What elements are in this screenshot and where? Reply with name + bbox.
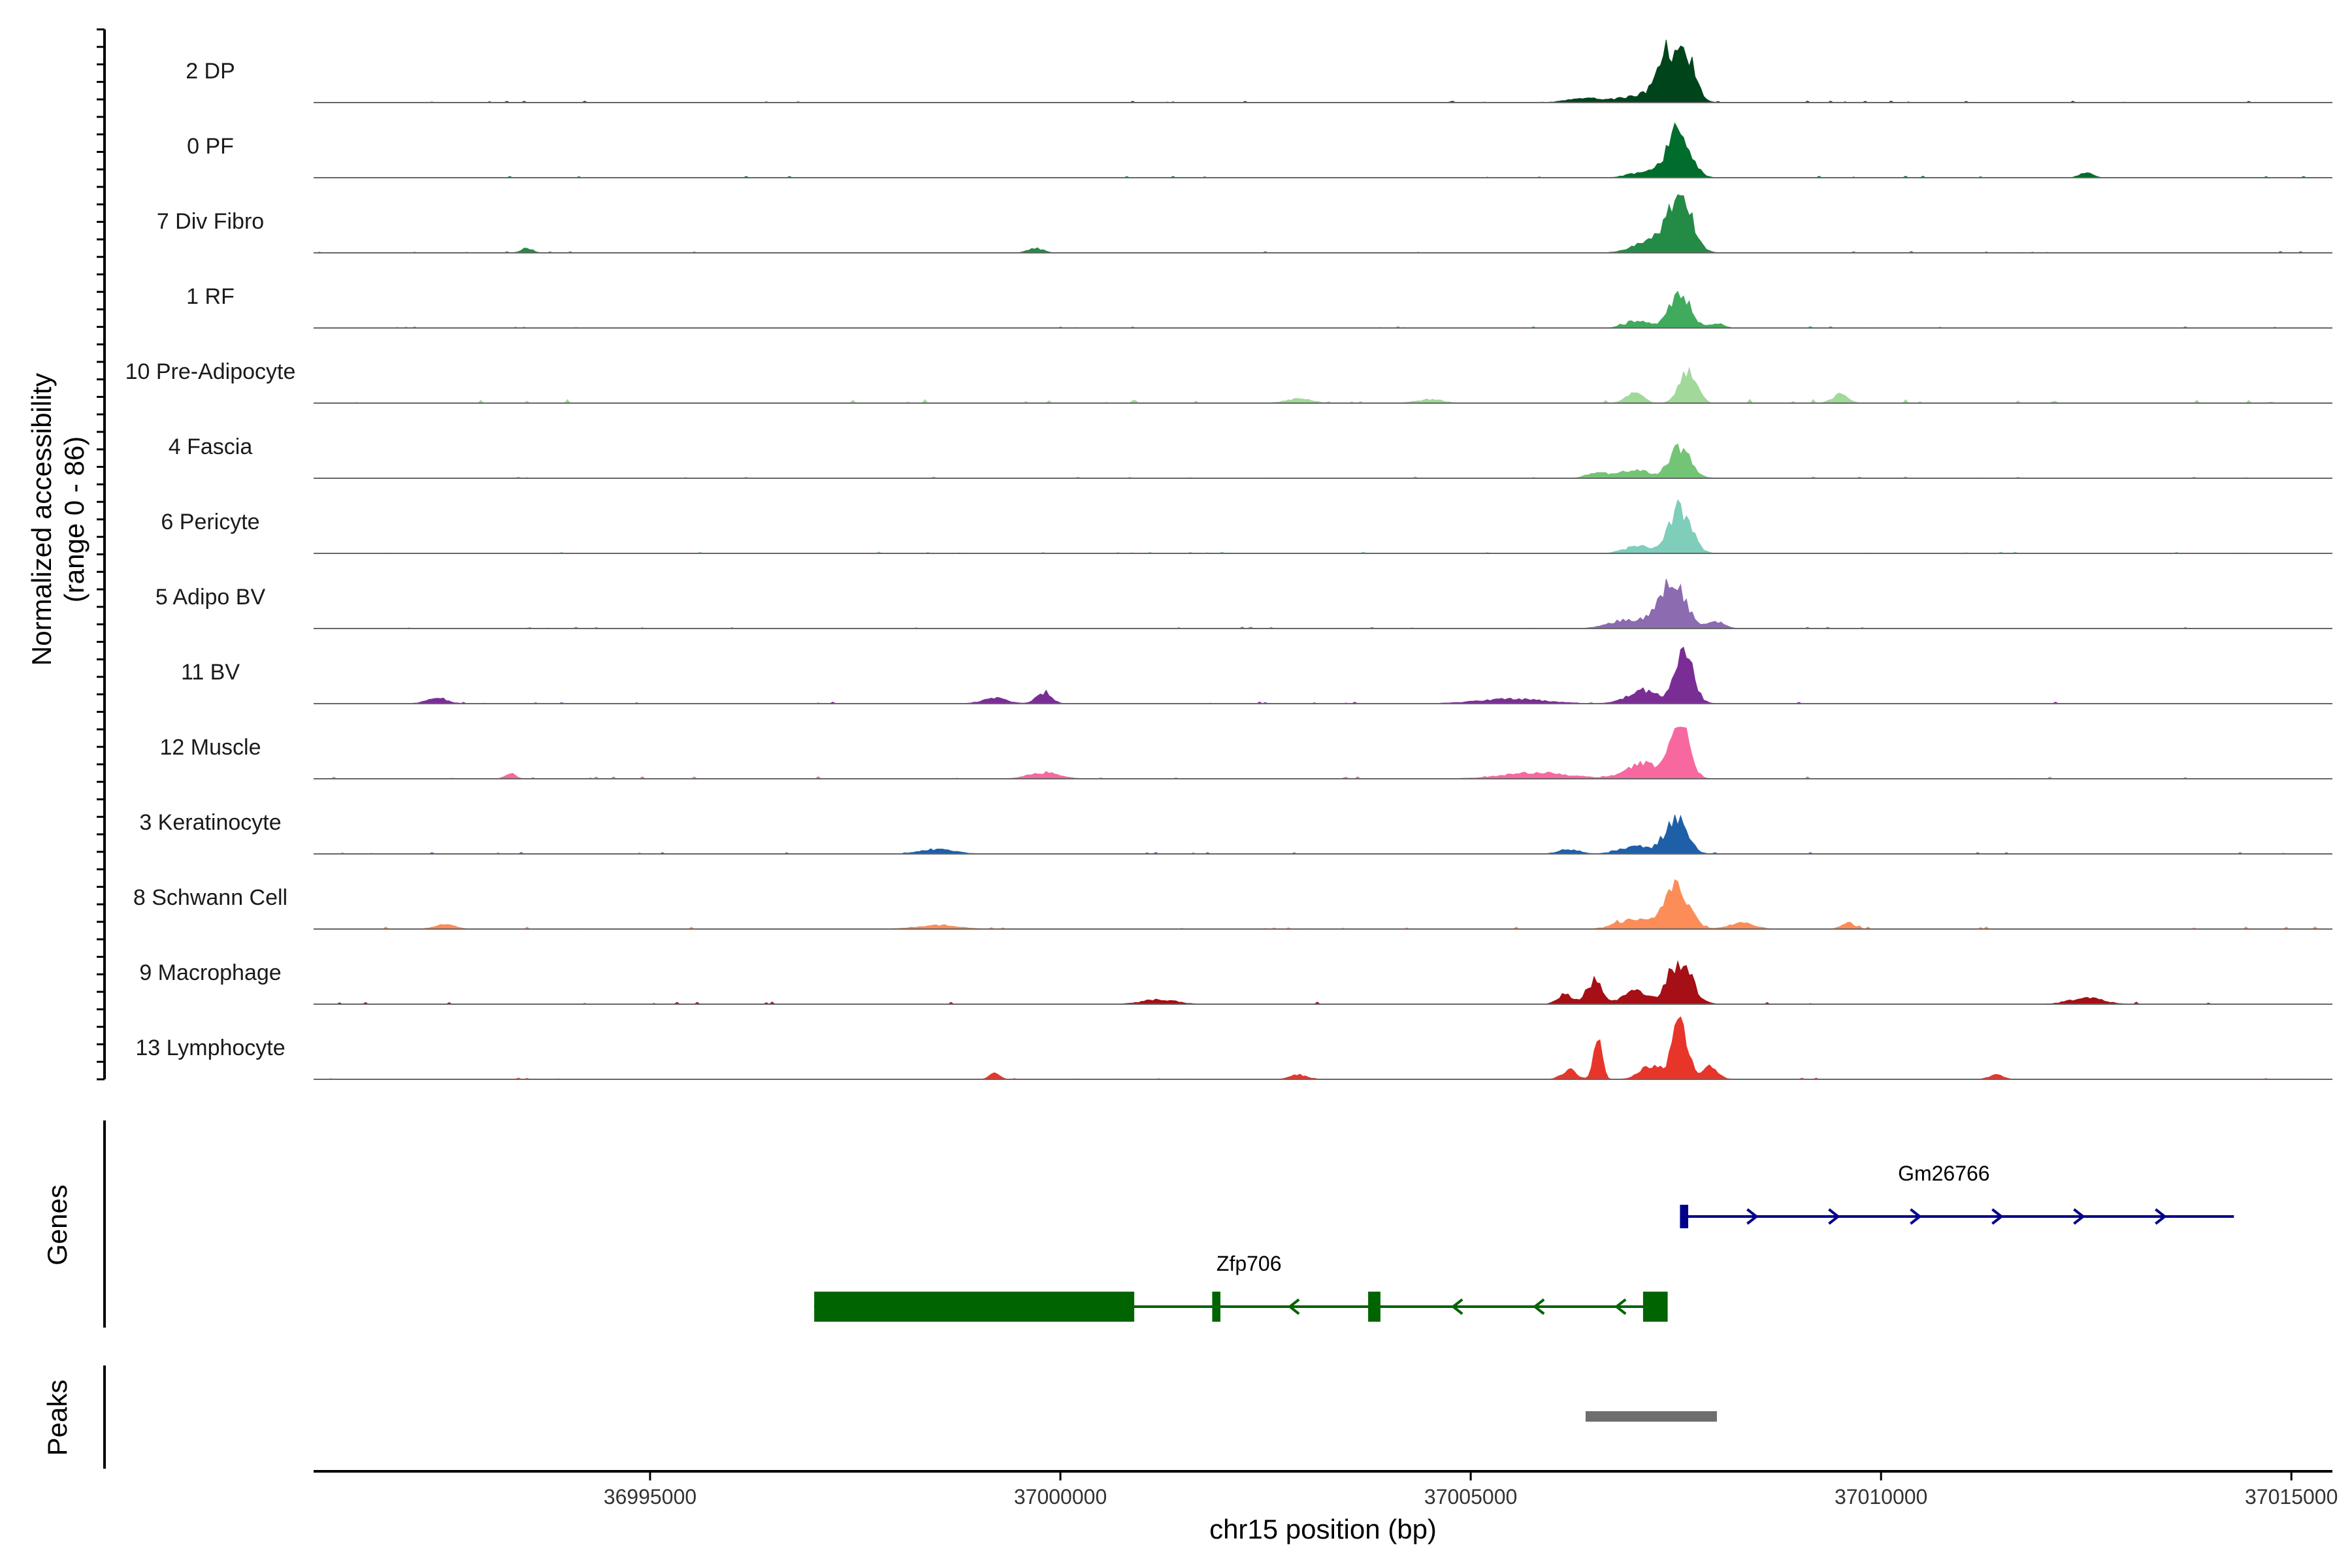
genes-panel-label: Genes <box>42 1184 73 1266</box>
gene-strand-chevron <box>1532 1298 1545 1315</box>
track-label: 6 Pericyte <box>161 510 259 534</box>
track-label: 7 Div Fibro <box>157 209 264 234</box>
track-label: 13 Lymphocyte <box>135 1036 285 1060</box>
gene-strand-chevron <box>2155 1208 2167 1225</box>
track-label: 5 Adipo BV <box>155 585 266 610</box>
gene-strand-chevron <box>1287 1298 1300 1315</box>
track-label: 3 Keratinocyte <box>139 810 281 835</box>
track-label: 1 RF <box>186 284 235 309</box>
gene-label: Gm26766 <box>1898 1162 1990 1185</box>
gene-exon <box>1368 1292 1380 1322</box>
gene-annotations: Gm26766 Zfp706 <box>814 1162 2234 1322</box>
gene-strand-chevron <box>1828 1208 1840 1225</box>
track-label: 4 Fascia <box>169 434 253 459</box>
x-axis-title: chr15 position (bp) <box>1209 1514 1437 1544</box>
gene-strand-chevron <box>1746 1208 1759 1225</box>
x-tick-label: 36995000 <box>604 1485 696 1509</box>
x-tick-label: 37005000 <box>1424 1485 1517 1509</box>
gene-strand-chevron <box>1991 1208 2004 1225</box>
track-label: 9 Macrophage <box>139 960 281 985</box>
gene-label: Zfp706 <box>1217 1252 1282 1275</box>
gene-strand-chevron <box>1450 1298 1463 1315</box>
gene-exon <box>1680 1205 1688 1228</box>
x-tick-label: 37010000 <box>1835 1485 1927 1509</box>
track-label: 2 DP <box>186 59 235 84</box>
x-tick-label: 37015000 <box>2245 1485 2338 1509</box>
gene-exon <box>1642 1292 1668 1322</box>
gene-exon <box>1212 1292 1220 1322</box>
gene-strand-chevron <box>1910 1208 1922 1225</box>
peak-regions <box>1585 1411 1717 1422</box>
track-label: 8 Schwann Cell <box>133 885 287 910</box>
track-label: 0 PF <box>187 134 234 159</box>
y-axis-title-line1: Normalized accessibility <box>26 373 57 666</box>
track-label: 12 Muscle <box>160 735 261 760</box>
x-axis-ticks: 36995000 37000000 37005000 37010000 37015000 <box>604 1471 2338 1509</box>
gene-strand-chevron <box>1614 1298 1627 1315</box>
track-label: 10 Pre-Adipocyte <box>125 359 296 384</box>
peaks-panel-label: Peaks <box>42 1380 73 1456</box>
peak-region-bar <box>1585 1411 1717 1422</box>
x-tick-label: 37000000 <box>1014 1485 1107 1509</box>
track-label: 11 BV <box>181 660 240 685</box>
gene-strand-chevron <box>2073 1208 2085 1225</box>
coverage-tracks: 2 DP 0 PF 7 Div Fibro 1 RF 10 Pre-Adipocyte 4… <box>125 39 2333 1080</box>
y-axis-title-line2: (range 0 - 86) <box>59 436 90 602</box>
left-axis <box>97 28 106 1081</box>
gene-exon <box>814 1292 1135 1322</box>
